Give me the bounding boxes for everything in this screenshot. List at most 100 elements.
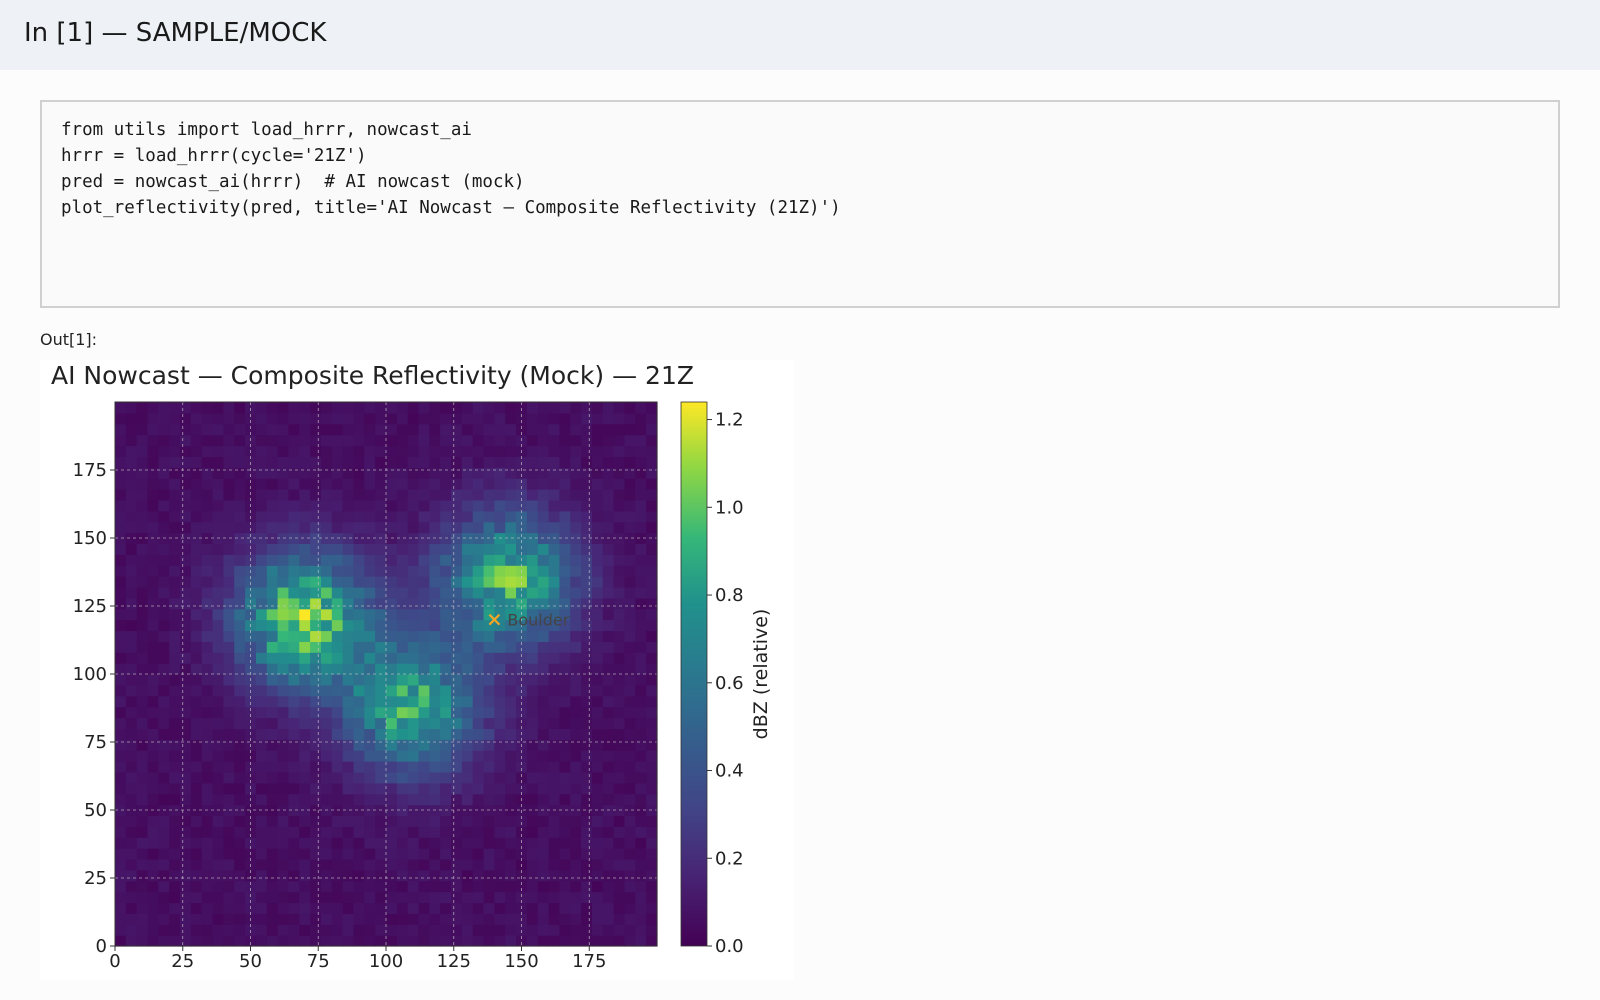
- heatmap-cell: [169, 750, 181, 762]
- heatmap-cell: [570, 695, 582, 708]
- heatmap-cell: [147, 782, 159, 795]
- heatmap-cell: [277, 782, 290, 795]
- heatmap-cell: [115, 434, 127, 447]
- heatmap-cell: [331, 467, 344, 479]
- heatmap-cell: [407, 782, 420, 795]
- heatmap-cell: [505, 837, 517, 849]
- heatmap-cell: [245, 412, 257, 425]
- heatmap-cell: [299, 837, 311, 849]
- heatmap-cell: [483, 652, 495, 664]
- heatmap-cell: [375, 499, 387, 512]
- heatmap-cell: [201, 499, 214, 512]
- heatmap-cell: [115, 478, 127, 490]
- heatmap-cell: [526, 467, 539, 479]
- heatmap-cell: [440, 728, 452, 740]
- heatmap-cell: [461, 412, 474, 425]
- heatmap-cell: [310, 750, 322, 762]
- heatmap-cell: [158, 423, 170, 436]
- code-editor[interactable]: from utils import load_hrrr, nowcast_ai …: [40, 100, 1560, 308]
- heatmap-cell: [472, 717, 485, 729]
- heatmap-cell: [136, 782, 149, 795]
- heatmap-cell: [386, 445, 398, 457]
- heatmap-cell: [646, 728, 658, 740]
- heatmap-cell: [537, 565, 550, 577]
- heatmap-cell: [581, 804, 593, 817]
- colorbar-tick-label: 0.6: [715, 673, 744, 694]
- heatmap-cell: [646, 902, 658, 914]
- heatmap-cell: [505, 815, 517, 827]
- heatmap-cell: [310, 499, 322, 512]
- heatmap-cell: [125, 674, 138, 686]
- heatmap-cell: [396, 935, 409, 947]
- heatmap-cell: [429, 445, 441, 457]
- heatmap-cell: [201, 684, 214, 697]
- heatmap-cell: [559, 554, 571, 566]
- heatmap-cell: [602, 815, 615, 827]
- heatmap-cell: [429, 717, 441, 729]
- heatmap-cell: [396, 793, 409, 806]
- heatmap-cell: [201, 445, 214, 457]
- heatmap-cell: [418, 739, 430, 751]
- heatmap-cell: [483, 478, 495, 490]
- heatmap-cell: [299, 674, 311, 686]
- heatmap-cell: [375, 630, 387, 642]
- heatmap-cell: [591, 576, 604, 588]
- heatmap-cell: [429, 891, 441, 904]
- heatmap-cell: [429, 521, 441, 534]
- heatmap-cell: [440, 674, 452, 686]
- heatmap-cell: [407, 565, 420, 577]
- heatmap-cell: [581, 902, 593, 914]
- heatmap-cell: [635, 641, 647, 653]
- heatmap-cell: [418, 445, 430, 457]
- heatmap-cell: [570, 674, 582, 686]
- heatmap-cell: [635, 891, 647, 904]
- heatmap-cell: [353, 489, 365, 501]
- heatmap-cell: [613, 663, 626, 675]
- heatmap-cell: [451, 489, 463, 501]
- heatmap-cell: [201, 913, 214, 925]
- heatmap-cell: [386, 880, 398, 893]
- heatmap-cell: [591, 608, 604, 621]
- heatmap-cell: [158, 565, 170, 577]
- heatmap-cell: [158, 902, 170, 914]
- heatmap-cell: [136, 510, 149, 523]
- heatmap-cell: [429, 402, 441, 414]
- heatmap-cell: [396, 554, 409, 566]
- heatmap-cell: [266, 837, 279, 849]
- heatmap-cell: [429, 728, 441, 740]
- heatmap-cell: [418, 815, 430, 827]
- heatmap-cell: [342, 423, 355, 436]
- heatmap-cell: [190, 412, 203, 425]
- heatmap-cell: [299, 706, 311, 719]
- heatmap-cell: [255, 445, 268, 457]
- heatmap-cell: [234, 674, 246, 686]
- heatmap-cell: [591, 706, 604, 719]
- heatmap-cell: [635, 467, 647, 479]
- heatmap-cell: [212, 467, 224, 479]
- heatmap-cell: [624, 663, 636, 675]
- heatmap-cell: [613, 402, 626, 414]
- heatmap-cell: [212, 608, 224, 621]
- heatmap-cell: [158, 935, 170, 947]
- heatmap-cell: [310, 869, 322, 882]
- heatmap-cell: [310, 489, 322, 501]
- heatmap-cell: [234, 630, 246, 642]
- heatmap-cell: [581, 858, 593, 871]
- heatmap-cell: [635, 935, 647, 947]
- heatmap-cell: [223, 706, 235, 719]
- heatmap-cell: [407, 510, 420, 523]
- heatmap-cell: [635, 782, 647, 795]
- heatmap-cell: [570, 467, 582, 479]
- heatmap-cell: [526, 739, 539, 751]
- heatmap-cell: [125, 565, 138, 577]
- heatmap-cell: [201, 815, 214, 827]
- heatmap-cell: [451, 456, 463, 468]
- heatmap-cell: [548, 652, 561, 664]
- heatmap-cell: [125, 456, 138, 468]
- heatmap-cell: [548, 826, 561, 838]
- heatmap-cell: [136, 815, 149, 827]
- heatmap-cell: [559, 478, 571, 490]
- heatmap-cell: [277, 576, 290, 588]
- heatmap-cell: [331, 510, 344, 523]
- heatmap-cell: [483, 717, 495, 729]
